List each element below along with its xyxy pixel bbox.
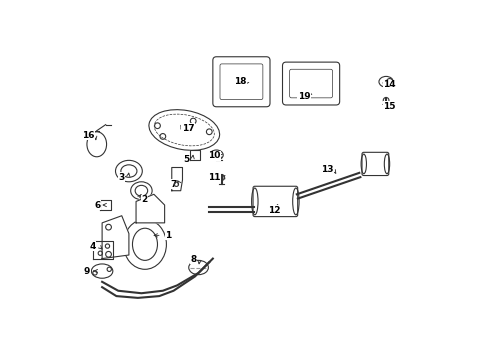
Text: 16: 16 <box>82 131 95 140</box>
Polygon shape <box>190 150 200 160</box>
Text: 2: 2 <box>141 195 147 204</box>
Text: 17: 17 <box>181 124 194 133</box>
Polygon shape <box>136 194 165 223</box>
Text: 6: 6 <box>95 201 101 210</box>
Text: 8: 8 <box>190 255 196 264</box>
Text: 13: 13 <box>321 166 333 175</box>
Text: 7: 7 <box>171 180 177 189</box>
Text: 18: 18 <box>234 77 247 86</box>
Polygon shape <box>93 241 113 258</box>
Text: 15: 15 <box>384 102 396 111</box>
Text: 14: 14 <box>383 80 396 89</box>
Polygon shape <box>102 216 129 258</box>
Text: 1: 1 <box>165 231 172 240</box>
Text: 11: 11 <box>208 173 221 182</box>
Text: 5: 5 <box>183 155 189 164</box>
Text: 12: 12 <box>268 206 281 215</box>
Text: 4: 4 <box>89 242 96 251</box>
Text: 9: 9 <box>84 267 90 276</box>
Text: 10: 10 <box>208 151 221 160</box>
Polygon shape <box>172 167 182 191</box>
Text: 3: 3 <box>119 173 125 182</box>
Text: 19: 19 <box>297 91 310 100</box>
